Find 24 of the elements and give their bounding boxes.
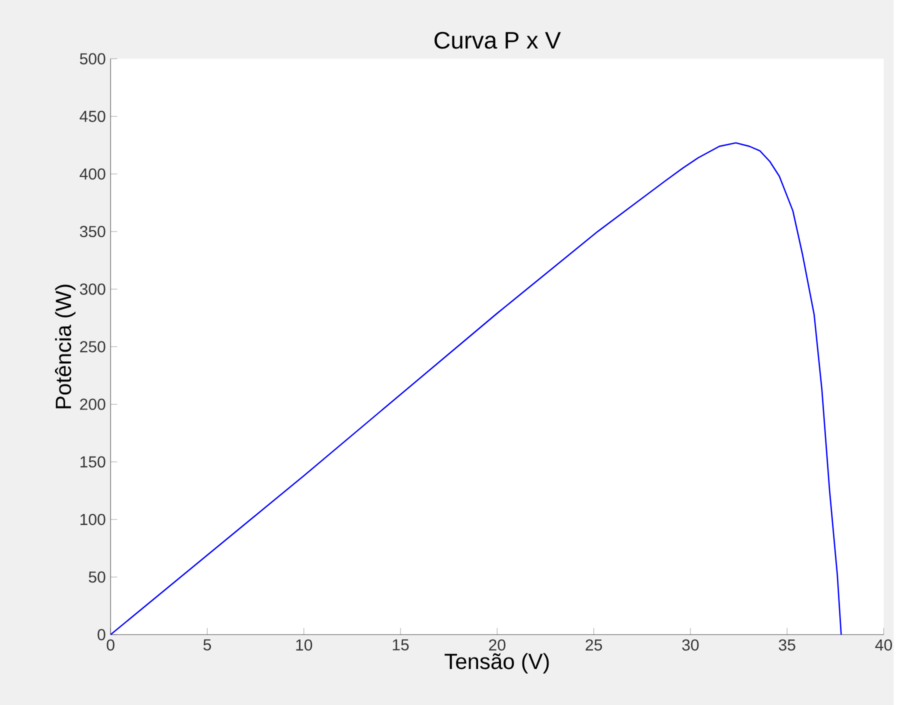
y-tick-label: 200	[80, 398, 106, 410]
y-tick-label: 350	[80, 226, 106, 237]
y-axis-title: Potência (W)	[55, 284, 76, 408]
x-tick-label: 30	[682, 639, 699, 650]
y-tick-label: 300	[80, 283, 106, 295]
x-tick-label: 20	[489, 639, 506, 650]
x-tick-label: 5	[203, 639, 211, 650]
x-axis-title: Tensão (V)	[444, 652, 549, 674]
x-tick-label: 15	[392, 639, 409, 650]
x-tick-label: 25	[586, 639, 602, 650]
y-tick-label: 250	[80, 340, 106, 352]
x-tick-label: 10	[296, 639, 312, 650]
x-tick-label: 35	[778, 639, 796, 650]
y-tick-label: 450	[80, 110, 106, 122]
x-tick-label: 40	[875, 639, 892, 650]
y-tick-label: 500	[80, 52, 106, 64]
chart-title: Curva P x V	[434, 32, 561, 49]
y-tick-label: 400	[80, 168, 106, 180]
x-tick-label: 0	[106, 639, 114, 650]
line-series	[110, 142, 842, 636]
y-tick-label: 50	[88, 571, 106, 582]
y-tick-label: 0	[98, 628, 106, 640]
y-tick-label: 100	[80, 514, 106, 525]
y-tick-label: 150	[80, 456, 106, 468]
